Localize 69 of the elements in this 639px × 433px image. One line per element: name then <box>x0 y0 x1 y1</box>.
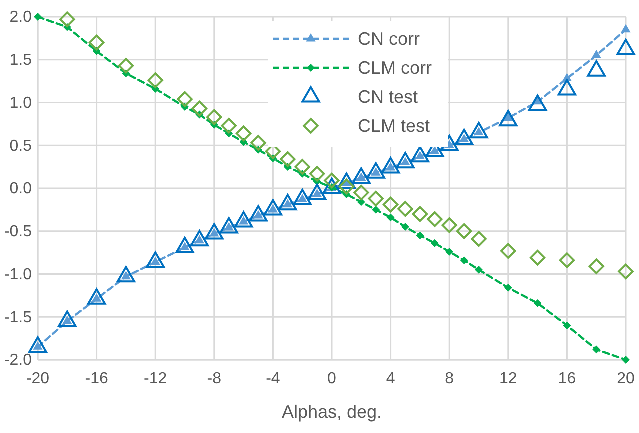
point <box>534 299 542 308</box>
point <box>416 232 424 240</box>
point <box>206 109 222 126</box>
point <box>442 218 458 234</box>
point <box>192 100 208 117</box>
point <box>372 206 380 214</box>
point <box>471 231 487 247</box>
point <box>34 13 42 21</box>
legend-label: CLM corr <box>358 58 432 78</box>
point <box>592 346 601 354</box>
y-tick-label: -0.5 <box>4 223 32 240</box>
point <box>386 214 395 222</box>
x-tick-label: 20 <box>617 370 635 388</box>
y-tick-label: 1.0 <box>10 94 32 112</box>
point <box>621 24 631 33</box>
point <box>280 151 296 168</box>
y-tick-label: 0.5 <box>10 138 32 155</box>
x-tick-label: 4 <box>386 370 396 388</box>
x-tick-label: 16 <box>558 370 576 388</box>
point <box>618 264 634 280</box>
point <box>460 256 468 264</box>
y-tick-label: -1.0 <box>4 266 32 284</box>
x-tick-label: 0 <box>328 370 337 388</box>
legend-label: CLM test <box>358 116 430 136</box>
x-tick-label: -8 <box>207 370 222 388</box>
point <box>118 58 134 74</box>
point <box>592 50 602 58</box>
point <box>177 91 193 108</box>
point <box>500 243 516 259</box>
point <box>402 223 410 232</box>
point <box>530 250 546 266</box>
point <box>398 201 414 217</box>
point <box>221 118 237 134</box>
point <box>430 239 439 248</box>
legend-label: CN test <box>358 87 418 107</box>
point <box>456 224 472 240</box>
x-tick-label: 12 <box>500 370 518 388</box>
x-tick-label: -16 <box>85 370 108 388</box>
point <box>563 322 572 330</box>
x-tick-label: 8 <box>445 370 454 388</box>
point <box>412 206 428 222</box>
point <box>475 266 483 274</box>
point <box>88 34 105 51</box>
point <box>446 248 454 256</box>
x-axis-title: Alphas, deg. <box>282 402 382 422</box>
point <box>294 159 310 175</box>
point <box>588 258 604 274</box>
x-tick-label: -4 <box>266 370 280 388</box>
point <box>427 212 443 228</box>
y-tick-label: 0.0 <box>10 180 32 198</box>
y-tick-label: 1.5 <box>10 52 32 69</box>
x-tick-label: -20 <box>26 370 50 388</box>
point <box>309 166 326 182</box>
point <box>622 356 630 364</box>
y-tick-label: -1.5 <box>4 309 32 326</box>
point <box>250 135 266 151</box>
y-tick-label: 2.0 <box>10 9 32 26</box>
point <box>354 184 370 201</box>
point <box>504 284 512 292</box>
point <box>60 12 76 28</box>
point <box>324 172 340 189</box>
x-tick-label: -12 <box>144 370 168 388</box>
y-tick-label: -2.0 <box>4 352 32 370</box>
point <box>148 72 164 88</box>
point <box>559 252 576 268</box>
legend-label: CN corr <box>358 29 420 49</box>
point <box>368 190 384 207</box>
point <box>382 196 399 213</box>
point <box>236 126 252 142</box>
